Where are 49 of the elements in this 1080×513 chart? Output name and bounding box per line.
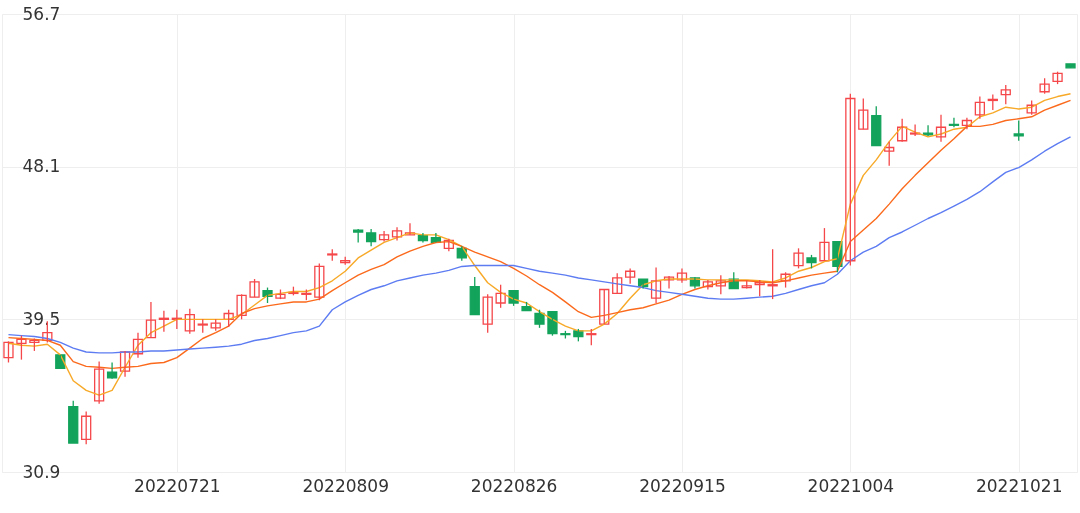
candlestick (676, 267, 688, 284)
candlestick (909, 123, 921, 137)
candlestick (314, 262, 325, 301)
candlestick (793, 247, 804, 270)
y-tick-label: 56.7 (22, 3, 61, 24)
candlestick (935, 114, 947, 143)
candlestick (404, 222, 416, 236)
candlestick (702, 279, 714, 291)
candlestick (767, 248, 778, 300)
candlestick (819, 227, 830, 262)
candlestick (171, 309, 182, 330)
candlestick (534, 309, 545, 329)
x-tick-label: 20221004 (807, 475, 895, 496)
candlestick (378, 230, 390, 243)
candlestick (897, 118, 908, 143)
candlestick (974, 95, 986, 120)
candlestick (236, 293, 247, 320)
candlestick (145, 301, 157, 339)
x-tick-label: 20220826 (470, 475, 558, 496)
y-tick-label: 30.9 (22, 461, 61, 482)
candlestick (1000, 84, 1011, 105)
candlestick (184, 308, 195, 335)
candlestick (599, 288, 610, 325)
candlestick (119, 350, 131, 378)
candlestick (858, 97, 869, 130)
candlestick (663, 275, 675, 290)
candlestick (482, 293, 493, 334)
y-tick-label: 48.1 (22, 156, 61, 177)
x-tick-label: 20221021 (975, 475, 1063, 496)
candlestick (495, 284, 506, 309)
candlestick (132, 332, 144, 359)
x-tick-label: 20220809 (302, 475, 389, 496)
candlestick (612, 272, 623, 295)
candlestick (1013, 119, 1024, 142)
candlestick (547, 311, 558, 337)
candlestick (3, 340, 14, 364)
candlestick (81, 410, 92, 445)
candlestick (715, 274, 726, 295)
y-tick-label: 39.5 (22, 308, 61, 329)
candlestick (16, 335, 27, 361)
candlestick (650, 266, 662, 304)
candlestick (249, 278, 260, 298)
x-tick-label: 20220915 (639, 475, 726, 496)
x-tick-label: 20220721 (134, 475, 221, 496)
candlestick (884, 140, 895, 167)
candlestick (961, 117, 973, 130)
candlestick (158, 309, 170, 333)
candlestick (391, 226, 403, 242)
candlestick (93, 360, 105, 405)
